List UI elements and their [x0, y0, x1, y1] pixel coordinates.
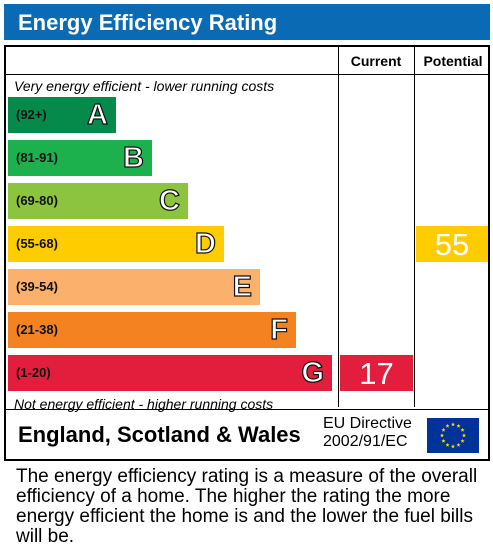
header-divider — [6, 74, 488, 75]
note-inefficient: Not energy efficient - higher running co… — [14, 396, 274, 412]
eu-star-icon — [445, 423, 450, 428]
band-range-label: (39-54) — [16, 279, 58, 294]
band-d: (55-68) D — [8, 226, 224, 262]
page-title: Energy Efficiency Rating — [18, 10, 278, 35]
potential-column-header: Potential — [423, 53, 483, 69]
current-column-header: Current — [350, 53, 402, 69]
band-e: (39-54) E — [8, 269, 260, 305]
divider-potential — [414, 47, 415, 407]
band-letter-label: A — [86, 98, 108, 131]
eu-star-icon — [456, 423, 461, 428]
band-f: (21-38) F — [8, 312, 296, 348]
band-g: (1-20) G — [8, 355, 332, 391]
eu-star-icon — [441, 438, 446, 443]
band-a: (92+) A — [8, 97, 116, 133]
band-letter-label: C — [158, 184, 180, 217]
band-range-label: (55-68) — [16, 236, 58, 251]
eu-star-icon — [441, 427, 446, 432]
band-b: (81-91) B — [8, 140, 152, 176]
band-letter-label: F — [270, 313, 289, 346]
footer-directive: EU Directive 2002/91/EC — [323, 415, 412, 451]
directive-line-2: 2002/91/EC — [323, 433, 408, 450]
band-range-label: (92+) — [16, 107, 47, 122]
divider-current — [338, 47, 339, 407]
band-letter-label: E — [232, 270, 253, 303]
band-range-label: (81-91) — [16, 150, 58, 165]
eu-star-icon — [439, 433, 445, 438]
band-range-label: (21-38) — [16, 322, 58, 337]
eu-star-icon — [460, 427, 465, 432]
eu-star-icon — [456, 442, 461, 447]
eu-star-icon — [450, 444, 456, 449]
description-text: The energy efficiency rating is a measur… — [16, 466, 478, 547]
footer-divider — [6, 409, 488, 410]
band-letter-label: G — [301, 356, 325, 389]
footer-country: England, Scotland & Wales — [18, 422, 301, 447]
band-c: (69-80) C — [8, 183, 188, 219]
title-bar: Energy Efficiency Rating — [4, 4, 490, 40]
eu-star-icon — [461, 433, 467, 438]
band-range-label: (69-80) — [16, 193, 58, 208]
potential-rating-marker: 55 — [416, 226, 488, 262]
eu-flag-icon — [427, 418, 479, 453]
eu-star-icon — [460, 438, 465, 443]
eu-star-icon — [445, 442, 450, 447]
directive-line-1: EU Directive — [323, 415, 412, 432]
band-letter-label: D — [194, 227, 216, 260]
band-range-label: (1-20) — [16, 365, 51, 380]
rating-table: Current Potential Very energy efficient … — [4, 45, 490, 461]
note-efficient: Very energy efficient - lower running co… — [14, 78, 275, 94]
current-rating-marker: 17 — [340, 355, 413, 391]
eu-star-icon — [450, 422, 456, 427]
band-letter-label: B — [122, 141, 144, 174]
